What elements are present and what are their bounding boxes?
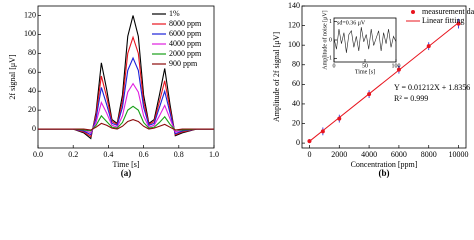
y-tick-label: 0: [329, 37, 332, 43]
data-point: [337, 116, 342, 121]
y-tick-label: 60: [292, 79, 300, 88]
legend-label: Linear fitting: [422, 16, 464, 25]
y-tick-label: 140: [288, 1, 300, 10]
x-tick-label: 0.6: [139, 150, 149, 159]
fit-r2: R² = 0.999: [394, 94, 428, 103]
x-tick-label: 10000: [449, 150, 469, 159]
y-tick-label: -1: [327, 56, 332, 62]
x-tick-label: 0: [307, 150, 311, 159]
y-tick-label: 80: [292, 60, 300, 69]
x-tick-label: 0.0: [33, 150, 43, 159]
y-tick-label: 100: [288, 40, 300, 49]
legend-label: 4000 ppm: [169, 39, 202, 48]
plot-frame: [37, 5, 215, 149]
y-tick-label: 120: [24, 10, 36, 19]
legend-label: measurement data: [422, 7, 474, 16]
y-tick-label: 40: [28, 86, 36, 95]
x-axis-label: Time [s]: [355, 69, 375, 75]
caption: (b): [379, 168, 390, 178]
y-tick-label: 120: [288, 20, 300, 29]
legend-label: 1%: [169, 9, 180, 18]
series-line: [38, 119, 214, 131]
series-line: [38, 105, 214, 132]
data-point: [307, 139, 312, 144]
x-tick-label: 50: [362, 63, 368, 69]
fit-equation: Y = 0.01212X + 1.8356: [394, 83, 470, 92]
x-axis-label: Concentration [ppm]: [351, 160, 418, 169]
x-tick-label: 0.2: [68, 150, 78, 159]
legend-label: 900 ppm: [169, 59, 198, 68]
data-point: [396, 67, 401, 72]
y-axis-label: Amplitude of noise [μV]: [321, 10, 328, 69]
series-line: [38, 56, 214, 136]
x-tick-label: 0.4: [103, 150, 113, 159]
x-tick-label: 4000: [361, 150, 377, 159]
y-axis-label: Amplitude of 2f signal [μV]: [272, 32, 281, 122]
data-point: [456, 21, 461, 26]
data-point: [426, 44, 431, 49]
legend-label: 6000 ppm: [169, 29, 202, 38]
y-tick-label: 1: [329, 19, 332, 25]
data-point: [367, 92, 372, 97]
y-tick-label: 60: [28, 67, 36, 76]
legend-marker: [411, 10, 415, 14]
legend-label: 2000 ppm: [169, 49, 202, 58]
y-axis-label: 2f signal [μV]: [8, 54, 17, 100]
plot-frame: [333, 17, 397, 63]
y-tick-label: 80: [28, 48, 36, 57]
x-tick-label: 100: [392, 63, 401, 69]
fit-line: [309, 22, 459, 142]
x-tick-label: 0: [333, 63, 336, 69]
series-line: [38, 35, 214, 138]
y-tick-label: 20: [28, 105, 36, 114]
x-tick-label: 0.8: [174, 150, 184, 159]
y-tick-label: 100: [24, 29, 36, 38]
x-tick-label: 2000: [331, 150, 347, 159]
series-line: [38, 15, 214, 140]
x-tick-label: 6000: [391, 150, 407, 159]
caption: (a): [121, 168, 132, 178]
legend-label: 8000 ppm: [169, 19, 202, 28]
series-line: [333, 27, 397, 53]
y-tick-label: 20: [292, 118, 300, 127]
series-line: [38, 82, 214, 134]
y-tick-label: 40: [292, 99, 300, 108]
x-tick-label: 1.0: [209, 150, 219, 159]
annotation: sd=0.36 μV: [337, 20, 366, 26]
y-tick-label: 0: [296, 138, 300, 147]
x-tick-label: 8000: [421, 150, 437, 159]
data-point: [320, 129, 325, 134]
x-axis-label: Time [s]: [112, 160, 139, 169]
y-tick-label: 0: [32, 124, 36, 133]
